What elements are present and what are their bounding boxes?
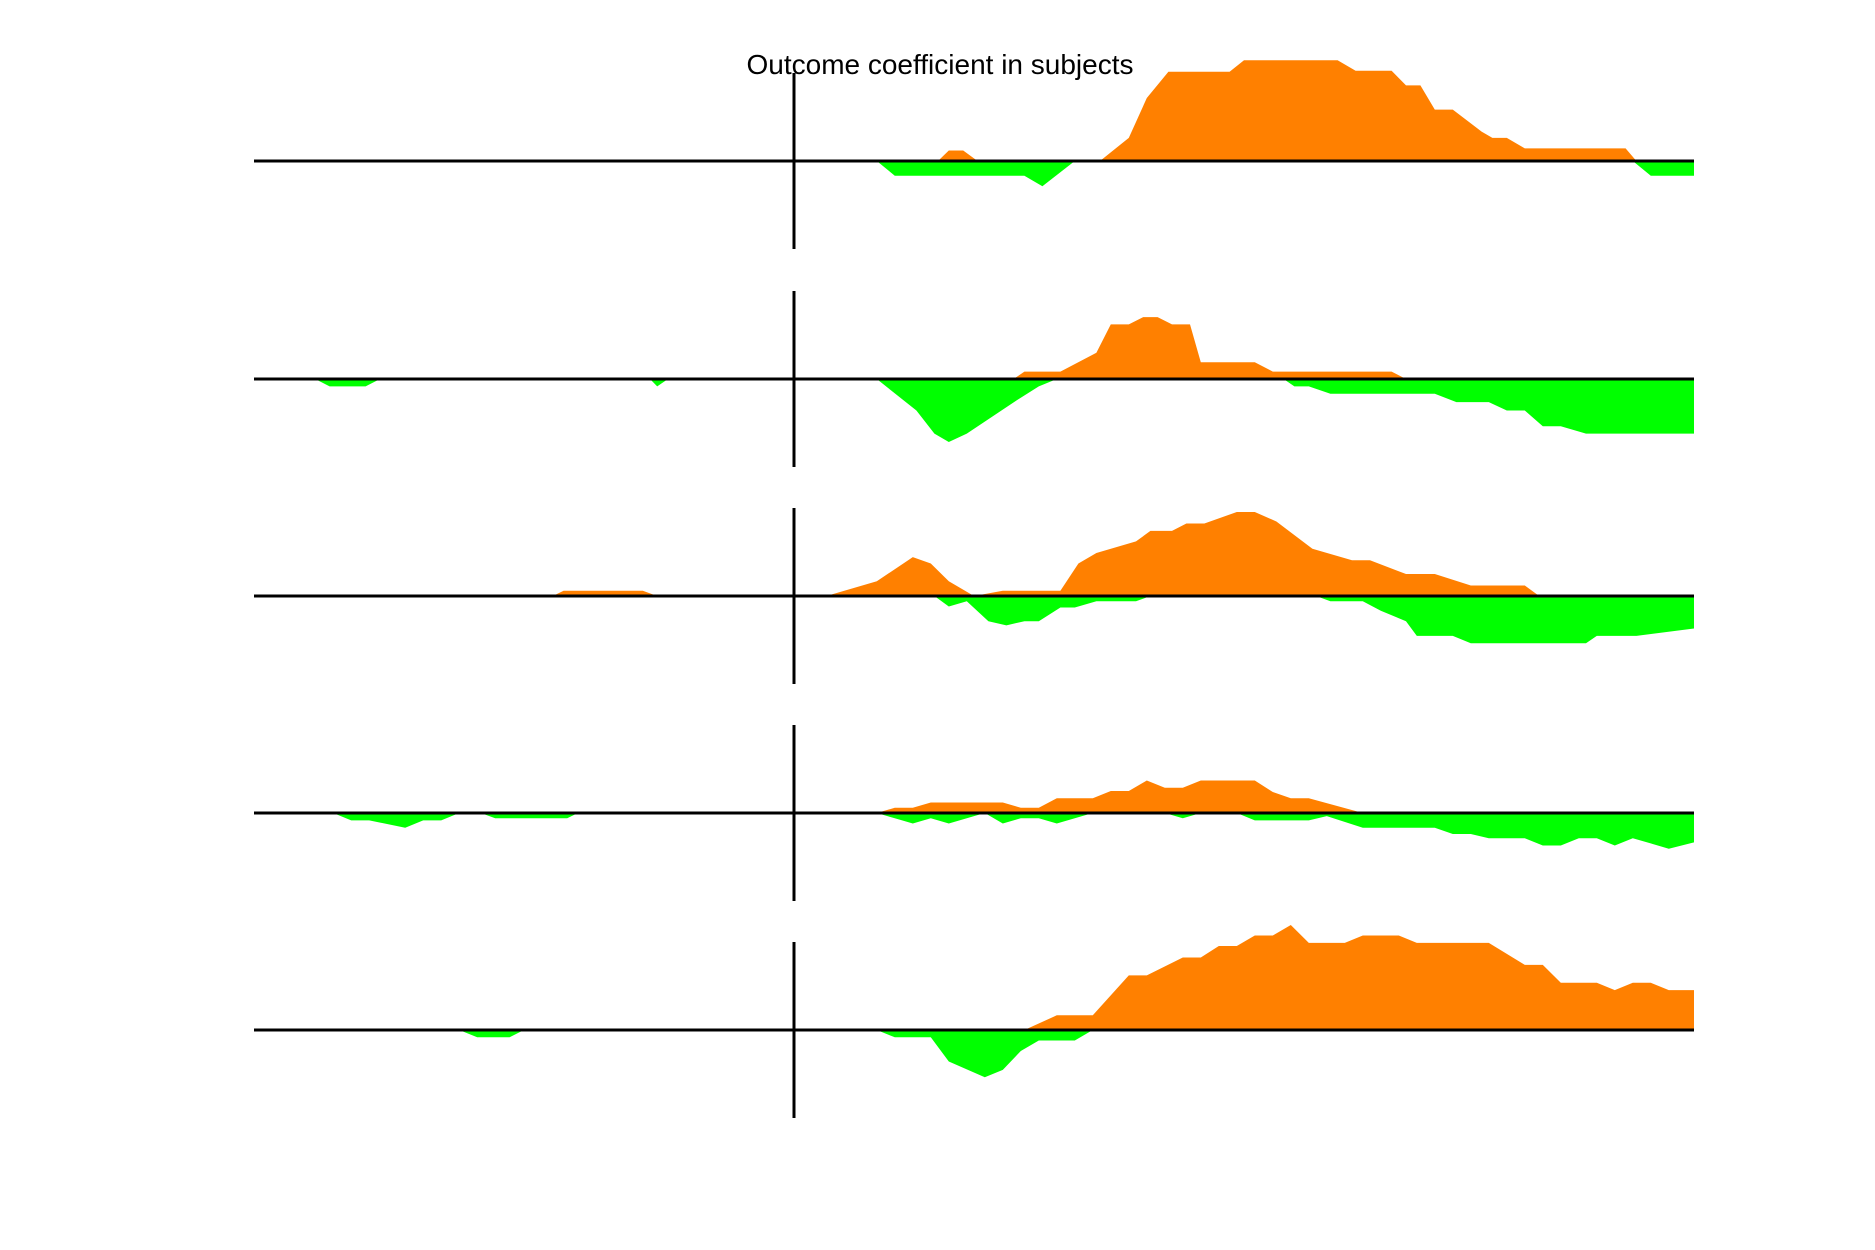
panel-3 — [254, 508, 1694, 684]
panel-2-positive-area — [1013, 317, 1406, 379]
panel-5 — [254, 925, 1694, 1118]
panel-4-positive-area — [876, 780, 1363, 813]
chart-title: Outcome coefficient in subjects — [746, 49, 1134, 80]
panel-5-negative-area — [459, 1030, 1093, 1078]
panel-1-positive-area — [938, 60, 1637, 162]
panel-4 — [254, 725, 1695, 901]
panel-3-negative-area — [934, 596, 1694, 644]
panel-2-negative-area — [315, 379, 1695, 442]
panel-1 — [254, 60, 1694, 249]
panel-5-positive-area — [1024, 925, 1694, 1030]
panel-2 — [254, 291, 1695, 467]
panel-1-negative-area — [876, 161, 1694, 187]
panel-4-negative-area — [333, 813, 1695, 849]
panel-3-positive-area — [552, 512, 1540, 596]
